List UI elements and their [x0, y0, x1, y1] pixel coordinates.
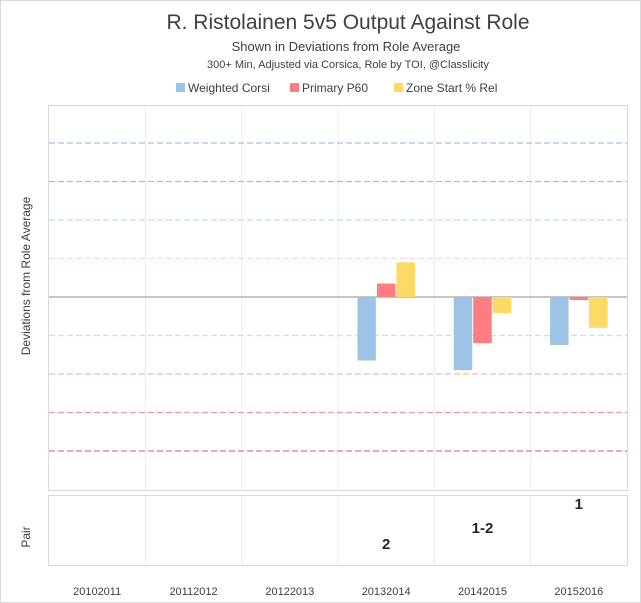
legend-swatch: [290, 83, 299, 92]
pair-axis-label: Pair: [19, 526, 33, 547]
legend: Weighted Corsi Primary P60 Zone Start % Re…: [176, 81, 497, 95]
x-tick-label: 20142015: [458, 586, 507, 598]
legend-label: Primary P60: [302, 81, 368, 95]
x-axis-ticks: 20102011 20112012 20122013 20132014 20142015…: [73, 586, 603, 598]
pair-labels: 2 1-2 1: [382, 496, 583, 553]
bar: [396, 262, 415, 297]
bar: [550, 297, 569, 346]
x-tick-label: 20132014: [362, 586, 411, 598]
horizontal-gridlines: [49, 142, 627, 452]
x-tick-label: 20152016: [554, 586, 603, 598]
bar: [376, 283, 396, 297]
y-axis-label: Deviations from Role Average: [19, 196, 33, 355]
bar: [453, 297, 473, 371]
main-plot-area: [48, 105, 628, 491]
bar: [569, 297, 589, 301]
legend-swatch: [394, 83, 403, 92]
chart-subtitle: Shown in Deviations from Role Average: [232, 39, 461, 54]
x-tick-label: 20122013: [265, 586, 314, 598]
vertical-gridlines: [144, 106, 532, 565]
legend-label: Weighted Corsi: [188, 81, 270, 95]
bar: [492, 297, 512, 314]
legend-swatch: [176, 83, 185, 92]
pair-label: 1: [575, 496, 583, 513]
pair-label: 1-2: [472, 520, 494, 537]
chart-subtitle-secondary: 300+ Min, Adjusted via Corsica, Role by …: [207, 59, 489, 71]
bars: [357, 262, 608, 371]
bar: [473, 297, 492, 344]
x-tick-label: 20102011: [73, 586, 121, 598]
pair-plot-area: [48, 495, 628, 566]
chart-title: R. Ristolainen 5v5 Output Against Role: [166, 11, 529, 34]
bar: [357, 297, 376, 361]
bar: [589, 297, 608, 328]
x-tick-label: 20112012: [169, 586, 217, 598]
legend-label: Zone Start % Rel: [406, 81, 497, 95]
pair-label: 2: [382, 536, 390, 553]
